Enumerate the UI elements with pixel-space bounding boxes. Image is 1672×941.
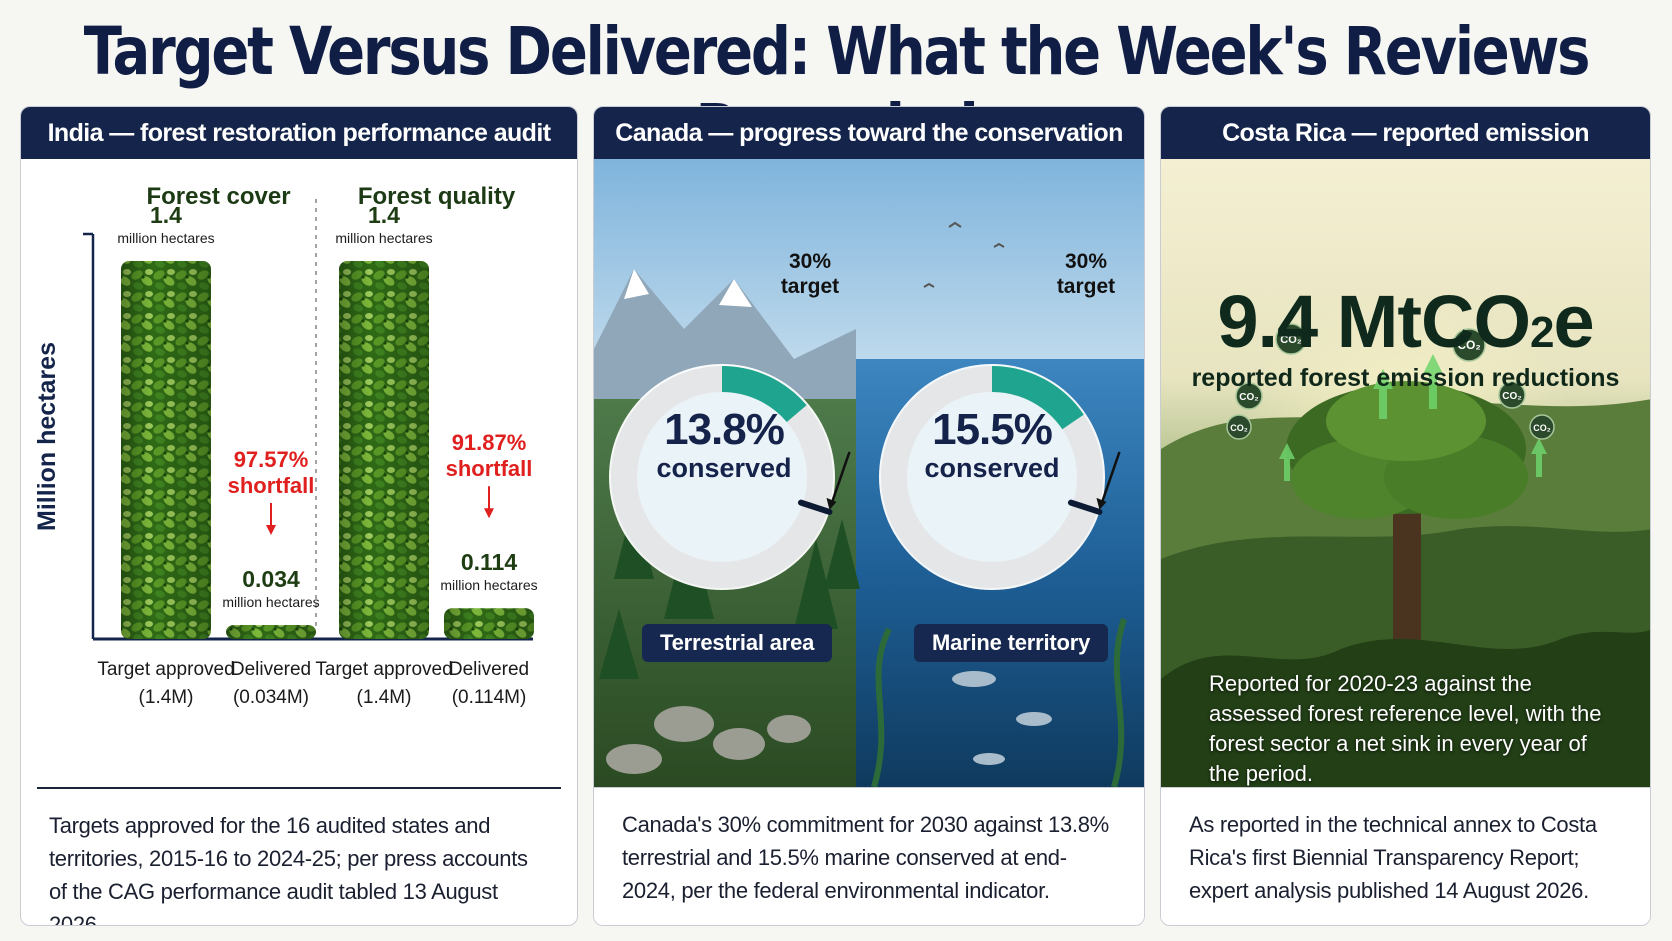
co2-bubble-label-5: CO₂ [1533, 423, 1551, 433]
marine-target-word: target [1056, 275, 1116, 298]
bar-shade-1-1 [444, 608, 534, 639]
terrestrial-target-note: 30% target [770, 249, 850, 299]
marine-target-pct: 30% [1064, 250, 1108, 273]
value-label-1-1: 0.114 [461, 549, 517, 575]
terrestrial-ring-label: 13.8% conserved [624, 405, 824, 484]
terrestrial-target-word: target [780, 275, 840, 298]
category-label-0-0-1: (1.4M) [139, 687, 194, 708]
costa-rica-background: CO₂ CO₂ CO₂ CO₂ CO₂ CO₂ [1161, 159, 1650, 787]
marine-target-pointer-head [1096, 497, 1107, 510]
terrestrial-target-pointer [830, 451, 851, 505]
terrestrial-progress-arc [721, 366, 807, 423]
shortfall-word-1: shortfall [446, 456, 533, 481]
co2-bubble-1 [1235, 382, 1263, 410]
category-label-1-0-0: Target approved [315, 659, 452, 680]
bar-shade-0-1 [226, 625, 316, 639]
canada-background [594, 159, 1144, 787]
co2-bubble-label-2: CO₂ [1230, 423, 1248, 433]
cr-value-subscript: 2 [1530, 308, 1555, 357]
co2-bubble-4 [1498, 381, 1526, 409]
co2-bubble-label-1: CO₂ [1239, 392, 1258, 403]
category-label-1-0-1: (1.4M) [357, 687, 412, 708]
terrestrial-target-pointer-head [826, 497, 837, 510]
bar-shade-1-0 [339, 261, 429, 639]
canada-caption: Canada's 30% commitment for 2030 against… [594, 787, 1144, 925]
costa-rica-caption: As reported in the technical annex to Co… [1161, 787, 1650, 925]
india-chart-area: Million hectares Forest cover 1.4 million h… [21, 159, 577, 787]
marine-progress-arc [991, 366, 1084, 430]
marine-ring-label: 15.5% conserved [892, 405, 1092, 484]
bar-shade-0-0 [121, 261, 211, 639]
terrestrial-conserved: conserved [656, 453, 792, 483]
category-label-0-1-1: (0.034M) [233, 687, 309, 708]
co2-bubble-3 [1452, 328, 1486, 362]
marine-target-note: 30% target [1046, 249, 1126, 299]
shortfall-pct-1: 91.87% [452, 430, 527, 455]
category-label-0-1-0: Delivered [231, 659, 311, 680]
unit-label-0-1: million hectares [222, 594, 319, 610]
costa-rica-panel: Costa Rica — reported emission reduction… [1160, 106, 1651, 926]
shortfall-pct-0: 97.57% [234, 447, 309, 472]
shortfall-word-0: shortfall [228, 473, 315, 498]
co2-bubble-label-3: CO₂ [1457, 338, 1480, 352]
terrestrial-value: 13.8% [664, 405, 785, 454]
canada-illustration: 30% target 30% target 13.8% conserved 15… [594, 159, 1144, 787]
value-label-0-0: 1.4 [150, 202, 182, 228]
india-panel: India — forest restoration performance a… [20, 106, 578, 926]
india-caption: Targets approved for the 16 audited stat… [37, 787, 561, 925]
marine-territory-label: Marine territory [914, 624, 1109, 662]
canada-panel: Canada — progress toward the conservatio… [593, 106, 1145, 926]
category-label-1-1-1: (0.114M) [452, 687, 527, 708]
terrestrial-target-tick [797, 499, 833, 515]
co2-bubble-5 [1529, 414, 1555, 440]
terrestrial-ring-track [611, 366, 833, 588]
category-label-1-1-0: Delivered [449, 659, 529, 680]
costa-rica-headline-value: 9.4 MtCO2e [1161, 279, 1650, 364]
canada-panel-header: Canada — progress toward the conservatio… [594, 107, 1144, 199]
shortfall-arrowhead-0 [266, 525, 276, 535]
co2-bubble-2 [1226, 414, 1252, 440]
value-label-1-0: 1.4 [368, 202, 400, 228]
category-label-0-0-0: Target approved [97, 659, 234, 680]
shortfall-arrowhead-1 [484, 508, 494, 519]
india-panel-header: India — forest restoration performance a… [21, 107, 577, 159]
terrestrial-target-pct: 30% [788, 250, 832, 273]
co2-bubble-label-0: CO₂ [1280, 334, 1302, 346]
co2-bubble-label-4: CO₂ [1502, 391, 1521, 402]
group-title-0: Forest cover [146, 183, 290, 210]
co2-bubble-0 [1275, 323, 1307, 355]
marine-target-tick [1067, 499, 1103, 515]
costa-rica-note: Reported for 2020-23 against the assesse… [1209, 671, 1602, 786]
cr-value-main: 9.4 MtCO [1217, 280, 1531, 363]
terrestrial-area-label: Terrestrial area [642, 624, 833, 662]
unit-label-1-1: million hectares [440, 577, 537, 593]
unit-label-0-0: million hectares [117, 230, 214, 246]
y-axis-label: Million hectares [33, 342, 61, 531]
costa-rica-panel-header: Costa Rica — reported emission reduction… [1161, 107, 1650, 199]
marine-value: 15.5% [932, 405, 1053, 454]
group-title-1: Forest quality [358, 183, 516, 210]
costa-rica-illustration: CO₂ CO₂ CO₂ CO₂ CO₂ CO₂ 9.4 MtCO2e reported f… [1161, 159, 1650, 787]
terrestrial-ring-inner [637, 392, 807, 562]
marine-ring-inner [907, 392, 1077, 562]
cr-value-tail: e [1553, 280, 1595, 363]
costa-rica-subtitle: reported forest emission reductions [1191, 364, 1620, 392]
value-label-0-1: 0.034 [242, 566, 300, 592]
unit-label-1-0: million hectares [335, 230, 432, 246]
marine-target-pointer [1100, 451, 1121, 505]
marine-conserved: conserved [924, 453, 1060, 483]
